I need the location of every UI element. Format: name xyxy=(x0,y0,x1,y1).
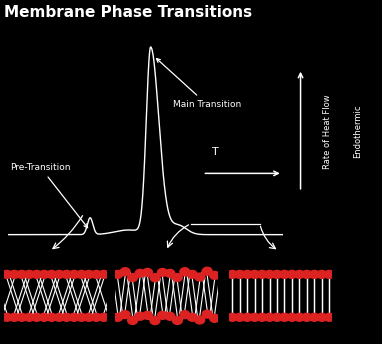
Circle shape xyxy=(24,270,34,278)
Circle shape xyxy=(84,313,94,321)
Circle shape xyxy=(39,313,49,321)
Circle shape xyxy=(150,316,160,325)
Circle shape xyxy=(172,316,182,324)
Circle shape xyxy=(187,270,197,278)
Circle shape xyxy=(91,313,101,321)
Circle shape xyxy=(135,312,145,320)
Circle shape xyxy=(113,270,123,278)
Circle shape xyxy=(324,270,334,278)
Circle shape xyxy=(309,313,319,321)
Circle shape xyxy=(76,270,86,278)
Circle shape xyxy=(62,270,71,278)
Circle shape xyxy=(227,313,237,321)
Circle shape xyxy=(180,268,190,276)
Circle shape xyxy=(54,270,64,278)
Circle shape xyxy=(165,269,175,277)
Circle shape xyxy=(142,268,152,276)
Circle shape xyxy=(91,270,101,278)
Circle shape xyxy=(210,271,220,279)
Circle shape xyxy=(210,314,220,322)
Circle shape xyxy=(99,270,109,278)
Text: Main Transition: Main Transition xyxy=(157,58,241,109)
Circle shape xyxy=(47,313,57,321)
Circle shape xyxy=(257,270,267,278)
Circle shape xyxy=(32,270,42,278)
Circle shape xyxy=(295,270,304,278)
Circle shape xyxy=(227,270,237,278)
Circle shape xyxy=(54,313,64,321)
Circle shape xyxy=(17,270,27,278)
Circle shape xyxy=(69,270,79,278)
Text: Rate of Heat Flow: Rate of Heat Flow xyxy=(323,94,332,169)
Circle shape xyxy=(195,316,205,324)
Circle shape xyxy=(202,310,212,318)
Circle shape xyxy=(99,313,109,321)
Circle shape xyxy=(235,313,245,321)
Circle shape xyxy=(76,313,86,321)
Circle shape xyxy=(10,270,19,278)
Circle shape xyxy=(32,313,42,321)
Circle shape xyxy=(242,270,252,278)
Circle shape xyxy=(272,313,282,321)
Circle shape xyxy=(317,270,327,278)
Circle shape xyxy=(69,313,79,321)
Circle shape xyxy=(47,270,57,278)
Circle shape xyxy=(24,313,34,321)
Circle shape xyxy=(120,268,130,276)
Text: Endothermic: Endothermic xyxy=(353,105,362,158)
Circle shape xyxy=(128,316,138,324)
Circle shape xyxy=(295,313,304,321)
Circle shape xyxy=(265,270,275,278)
Circle shape xyxy=(187,313,197,321)
Circle shape xyxy=(265,313,275,321)
Circle shape xyxy=(280,313,290,321)
Circle shape xyxy=(309,270,319,278)
Circle shape xyxy=(17,313,27,321)
Circle shape xyxy=(287,313,297,321)
Circle shape xyxy=(10,313,19,321)
Circle shape xyxy=(180,311,190,319)
Circle shape xyxy=(39,270,49,278)
Circle shape xyxy=(302,313,312,321)
Circle shape xyxy=(120,311,130,319)
Circle shape xyxy=(2,313,12,321)
Circle shape xyxy=(62,313,71,321)
Text: T: T xyxy=(212,147,219,157)
Circle shape xyxy=(302,270,312,278)
Text: Membrane Phase Transitions: Membrane Phase Transitions xyxy=(4,5,252,20)
Circle shape xyxy=(84,270,94,278)
Circle shape xyxy=(165,312,175,320)
Circle shape xyxy=(172,273,182,281)
Circle shape xyxy=(324,313,334,321)
Circle shape xyxy=(128,273,138,281)
Circle shape xyxy=(257,313,267,321)
Circle shape xyxy=(280,270,290,278)
Circle shape xyxy=(157,268,167,276)
Circle shape xyxy=(195,273,205,281)
Circle shape xyxy=(150,274,160,282)
Text: Pre-Transition: Pre-Transition xyxy=(10,163,87,228)
Circle shape xyxy=(250,313,260,321)
Circle shape xyxy=(242,313,252,321)
Circle shape xyxy=(2,270,12,278)
Circle shape xyxy=(317,313,327,321)
Circle shape xyxy=(235,270,245,278)
Circle shape xyxy=(250,270,260,278)
Circle shape xyxy=(142,311,152,319)
Circle shape xyxy=(135,269,145,277)
Circle shape xyxy=(157,311,167,319)
Circle shape xyxy=(113,313,123,321)
Circle shape xyxy=(202,267,212,275)
Circle shape xyxy=(272,270,282,278)
Circle shape xyxy=(287,270,297,278)
